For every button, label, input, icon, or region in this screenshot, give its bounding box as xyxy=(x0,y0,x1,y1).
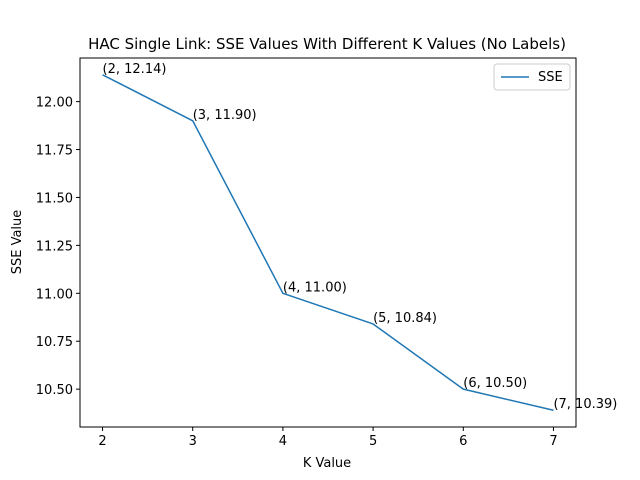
x-tick-label: 5 xyxy=(369,434,377,449)
legend: SSE xyxy=(493,63,571,91)
y-tick-label: 11.25 xyxy=(36,239,73,254)
x-tick-label: 3 xyxy=(189,434,197,449)
data-label: (2, 12.14) xyxy=(103,62,167,77)
x-tick-label: 2 xyxy=(98,434,106,449)
y-tick-label: 11.00 xyxy=(36,287,73,302)
data-label: (5, 10.84) xyxy=(373,311,437,326)
x-axis-label: K Value xyxy=(303,456,351,471)
x-tick-label: 4 xyxy=(279,434,287,449)
plot-area: (2, 12.14) (3, 11.90) (4, 11.00) (5, 10.84)… xyxy=(36,57,617,449)
axes-frame xyxy=(79,57,577,428)
y-tick-label: 10.50 xyxy=(36,383,73,398)
y-tick-label: 10.75 xyxy=(36,335,73,350)
data-label: (6, 10.50) xyxy=(463,376,527,391)
data-label: (4, 11.00) xyxy=(283,280,347,295)
y-tick-label: 12.00 xyxy=(36,96,73,111)
y-tick-label: 11.75 xyxy=(36,144,73,159)
series-line-sse xyxy=(102,74,554,411)
y-tick-label: 11.50 xyxy=(36,191,73,206)
legend-label-sse: SSE xyxy=(538,70,563,85)
chart-title: HAC Single Link: SSE Values With Differe… xyxy=(88,35,566,53)
x-tick-label: 6 xyxy=(459,434,467,449)
legend-box xyxy=(493,63,571,91)
y-axis-label: SSE Value xyxy=(10,210,25,275)
x-tick-label: 7 xyxy=(549,434,557,449)
data-label: (7, 10.39) xyxy=(553,397,617,412)
data-label: (3, 11.90) xyxy=(193,108,257,123)
